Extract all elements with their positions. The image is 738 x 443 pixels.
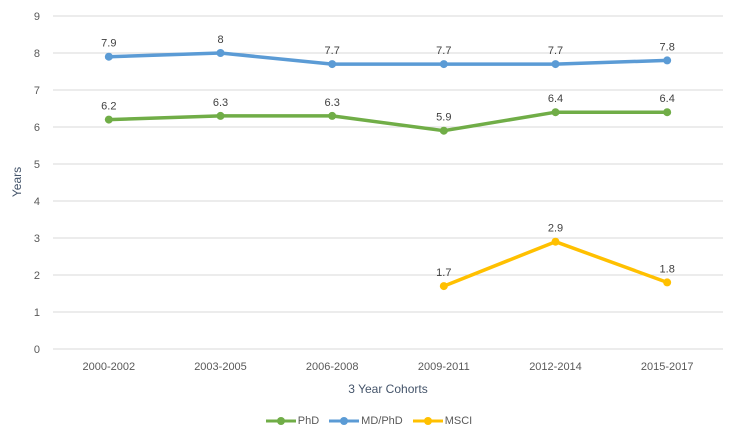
x-tick-label: 2015-2017: [641, 361, 694, 373]
y-tick-label: 1: [34, 307, 40, 319]
y-tick-label: 2: [34, 270, 40, 282]
legend-label: MD/PhD: [361, 415, 403, 427]
data-label: 6.4: [660, 93, 675, 105]
x-tick-label: 2006-2008: [306, 361, 359, 373]
data-point-md-phd: [328, 60, 337, 69]
y-tick-label: 7: [34, 85, 40, 97]
data-point-phd: [328, 111, 337, 120]
data-point-phd: [551, 108, 560, 117]
data-label: 7.9: [101, 38, 116, 50]
y-tick-label: 8: [34, 48, 40, 60]
data-point-msci: [551, 237, 560, 246]
data-point-msci: [439, 282, 448, 291]
data-point-md-phd: [216, 49, 225, 57]
y-tick-label: 5: [34, 159, 40, 171]
data-point-phd: [439, 126, 448, 135]
legend-line-marker-icon: [412, 417, 443, 425]
y-tick-label: 4: [34, 196, 40, 208]
y-tick-label: 3: [34, 233, 40, 245]
y-tick-label: 6: [34, 122, 40, 134]
data-label: 6.4: [548, 93, 563, 105]
data-point-phd: [104, 115, 113, 124]
data-label: 6.3: [325, 97, 340, 109]
x-tick-label: 2009-2011: [418, 361, 470, 373]
data-label: 8: [217, 34, 223, 46]
data-point-msci: [663, 278, 672, 287]
data-label: 5.9: [436, 112, 451, 124]
data-point-phd: [216, 111, 225, 120]
y-tick-label: 0: [34, 344, 40, 356]
data-point-md-phd: [439, 60, 448, 69]
legend-item-phd[interactable]: PhD: [265, 415, 320, 427]
data-label: 1.8: [660, 263, 675, 275]
x-tick-label: 2012-2014: [529, 361, 582, 373]
data-label: 1.7: [436, 267, 451, 279]
data-label: 7.7: [325, 45, 340, 57]
series-line-md-phd: [107, 51, 669, 66]
legend-label: MSCI: [444, 415, 473, 427]
data-point-phd: [663, 108, 672, 117]
legend-item-md-phd[interactable]: MD/PhD: [329, 415, 403, 427]
data-label: 7.7: [548, 45, 563, 57]
x-tick-label: 2003-2005: [194, 361, 247, 373]
data-label: 7.8: [660, 41, 675, 53]
data-label: 6.3: [213, 97, 228, 109]
x-tick-label: 2000-2002: [83, 361, 136, 373]
legend-item-msci[interactable]: MSCI: [412, 415, 473, 427]
data-point-md-phd: [663, 56, 672, 65]
legend-line-marker-icon: [265, 417, 296, 425]
x-axis-title: 3 Year Cohorts: [348, 382, 428, 396]
series-line-msci: [442, 239, 669, 288]
data-label: 2.9: [548, 223, 563, 235]
y-axis-title: Years: [10, 166, 24, 198]
y-tick-label: 9: [34, 11, 40, 23]
data-label: 6.2: [101, 101, 116, 113]
data-label: 7.7: [436, 45, 451, 57]
legend: PhD MD/PhD MSCI: [0, 413, 738, 429]
data-point-md-phd: [104, 52, 113, 61]
data-point-md-phd: [551, 60, 560, 69]
series-line-phd: [107, 110, 669, 133]
legend-label: PhD: [297, 415, 320, 427]
legend-line-marker-icon: [329, 417, 360, 425]
